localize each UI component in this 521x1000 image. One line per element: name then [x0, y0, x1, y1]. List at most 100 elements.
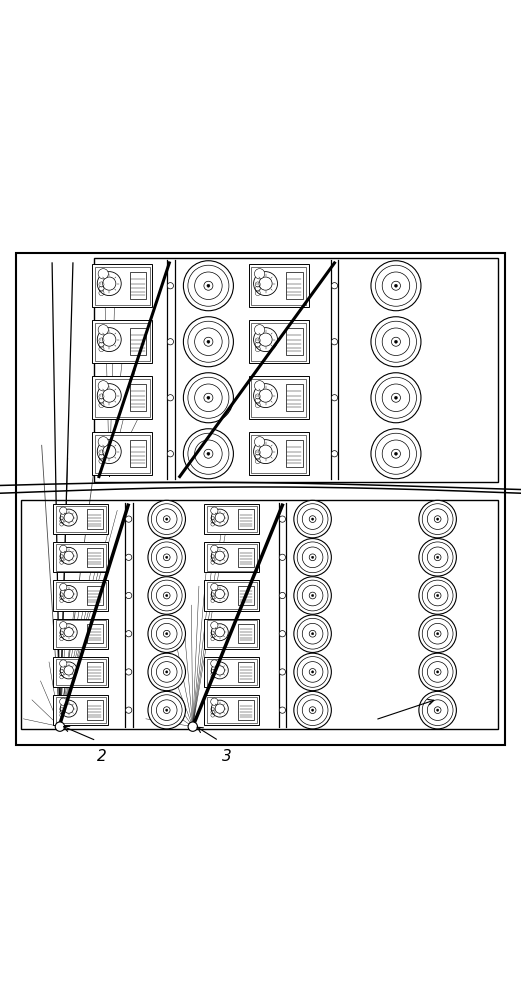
Circle shape [394, 340, 398, 343]
Bar [286, 384, 303, 411]
Circle shape [207, 340, 210, 343]
Circle shape [302, 585, 323, 606]
Bar [249, 320, 308, 363]
Circle shape [55, 722, 65, 731]
Circle shape [309, 707, 316, 714]
Circle shape [254, 269, 265, 279]
Bar [130, 272, 146, 299]
Circle shape [207, 452, 210, 455]
Circle shape [166, 709, 168, 711]
Circle shape [60, 624, 77, 641]
Bar [286, 328, 303, 355]
Circle shape [422, 504, 453, 534]
Bar [56, 544, 106, 571]
Circle shape [204, 393, 213, 402]
Text: 3: 3 [222, 749, 231, 764]
Circle shape [164, 630, 170, 637]
Circle shape [371, 317, 421, 367]
Circle shape [98, 437, 108, 447]
Circle shape [297, 504, 328, 534]
Circle shape [376, 321, 416, 362]
Circle shape [422, 618, 453, 649]
Circle shape [419, 539, 456, 576]
Bar [207, 620, 257, 647]
Circle shape [394, 284, 398, 287]
Circle shape [148, 539, 185, 576]
Circle shape [195, 384, 222, 412]
Circle shape [64, 666, 73, 675]
Circle shape [148, 615, 185, 652]
Circle shape [422, 695, 453, 726]
Bar [130, 384, 146, 411]
Circle shape [188, 321, 229, 362]
Circle shape [98, 269, 108, 279]
Circle shape [254, 384, 278, 408]
Circle shape [210, 583, 218, 591]
Circle shape [279, 631, 286, 637]
Circle shape [148, 500, 185, 538]
Circle shape [312, 594, 314, 597]
Circle shape [103, 389, 116, 402]
Circle shape [151, 618, 182, 649]
Circle shape [279, 516, 286, 522]
Bar [286, 272, 303, 299]
Circle shape [126, 631, 132, 637]
Text: 2: 2 [97, 749, 106, 764]
Bar [204, 695, 259, 725]
Circle shape [419, 653, 456, 691]
Circle shape [215, 551, 225, 560]
Circle shape [60, 586, 77, 602]
Circle shape [382, 440, 410, 468]
Circle shape [204, 281, 213, 290]
Circle shape [195, 440, 222, 468]
Circle shape [210, 622, 218, 629]
Circle shape [97, 384, 121, 408]
Circle shape [148, 577, 185, 614]
Circle shape [312, 518, 314, 520]
Bar [249, 264, 308, 307]
Circle shape [437, 633, 439, 635]
Circle shape [167, 451, 173, 457]
Circle shape [297, 618, 328, 649]
Circle shape [391, 337, 401, 346]
Circle shape [166, 671, 168, 673]
Circle shape [427, 585, 448, 606]
Circle shape [103, 445, 116, 458]
Circle shape [419, 691, 456, 729]
Bar [93, 320, 152, 363]
Circle shape [210, 660, 218, 667]
Circle shape [435, 707, 441, 714]
Bar [94, 258, 498, 482]
Circle shape [60, 700, 77, 717]
Circle shape [294, 539, 331, 576]
Circle shape [148, 653, 185, 691]
Circle shape [64, 513, 73, 522]
Circle shape [64, 589, 73, 599]
Circle shape [59, 507, 67, 514]
Bar [130, 440, 146, 467]
Circle shape [259, 277, 272, 290]
Circle shape [166, 594, 168, 597]
Bar [88, 509, 103, 529]
Circle shape [126, 592, 132, 599]
Bar [56, 582, 106, 609]
Circle shape [394, 452, 398, 455]
Circle shape [279, 592, 286, 599]
Bar [88, 586, 103, 605]
Circle shape [391, 449, 401, 458]
Circle shape [156, 509, 177, 529]
Circle shape [394, 396, 398, 399]
Circle shape [422, 542, 453, 573]
Circle shape [204, 337, 213, 346]
Bar [95, 267, 150, 305]
Bar [56, 506, 106, 532]
Circle shape [183, 261, 233, 311]
Circle shape [151, 580, 182, 611]
Circle shape [167, 283, 173, 289]
Bar [54, 695, 108, 725]
Circle shape [437, 709, 439, 711]
Circle shape [164, 554, 170, 561]
Circle shape [64, 628, 73, 637]
Circle shape [64, 704, 73, 713]
Circle shape [215, 513, 225, 522]
